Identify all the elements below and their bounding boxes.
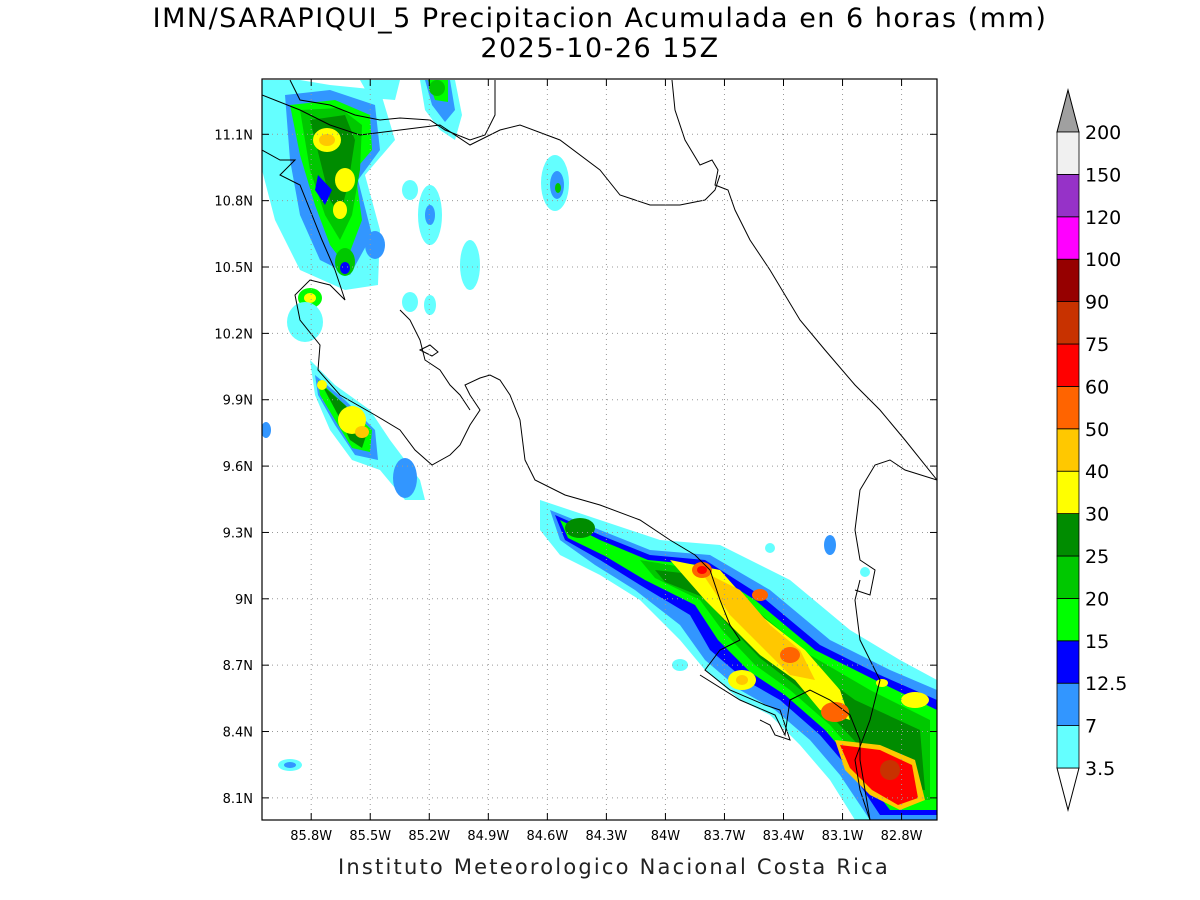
- legend-swatch: [1056, 173, 1080, 218]
- legend-swatch: [1056, 343, 1080, 387]
- latitude-axis: 11.1N 10.8N 10.5N 10.2N 9.9N 9.6N 9.3N 9N 8.7N 8.…: [214, 128, 937, 807]
- lat-tick-label: 9N: [235, 593, 253, 608]
- chart-title: IMN/SARAPIQUI_5 Precipitacion Acumulada …: [152, 3, 1048, 34]
- legend-label: 12.5: [1085, 673, 1127, 695]
- lon-tick-label: 83.1W: [822, 829, 864, 844]
- lat-tick-label: 9.3N: [223, 526, 253, 541]
- legend-arrow-high: [1056, 88, 1080, 133]
- chart-subtitle-date: 2025-10-26 15Z: [480, 33, 720, 64]
- legend-label: 150: [1085, 164, 1121, 186]
- lon-tick-label: 85.5W: [349, 829, 391, 844]
- coastline-caribbean: [671, 79, 937, 481]
- precip-band-nicoya: [262, 360, 425, 771]
- lon-tick-label: 82.8W: [881, 829, 923, 844]
- coastline-osa: [699, 674, 871, 820]
- legend-label: 75: [1085, 334, 1109, 356]
- lat-tick-label: 8.1N: [223, 792, 253, 807]
- coastline-pacific-north: [262, 149, 791, 741]
- legend-swatch: [1056, 470, 1080, 515]
- legend-label: 15: [1085, 631, 1109, 653]
- lon-tick-label: 85.2W: [408, 829, 450, 844]
- lon-tick-label: 84.6W: [526, 829, 568, 844]
- lon-tick-label: 84.3W: [585, 829, 627, 844]
- institution-credit: Instituto Meteorologico Nacional Costa R…: [338, 855, 890, 879]
- legend-label: 3.5: [1085, 758, 1115, 780]
- lat-tick-label: 8.4N: [223, 726, 253, 741]
- lat-tick-label: 10.8N: [214, 195, 253, 210]
- legend-swatch: [1056, 131, 1080, 175]
- legend-swatch: [1056, 725, 1080, 769]
- legend-swatch: [1056, 428, 1080, 472]
- legend-swatch: [1056, 682, 1080, 727]
- legend-label: 50: [1085, 419, 1109, 441]
- legend-swatch: [1056, 258, 1080, 303]
- longitude-axis: 85.8W 85.5W 85.2W 84.9W 84.6W 84.3W 84W 83.7W 83…: [290, 79, 923, 844]
- legend-label: 30: [1085, 504, 1109, 526]
- border-costa-rica-panama: [854, 579, 881, 820]
- legend-label: 25: [1085, 546, 1109, 568]
- lat-tick-label: 9.6N: [223, 460, 253, 475]
- legend-swatch: [1056, 640, 1080, 684]
- precip-band-lake: [287, 80, 569, 342]
- lon-tick-label: 85.8W: [290, 829, 332, 844]
- lat-tick-label: 10.5N: [214, 261, 253, 276]
- legend-label: 100: [1085, 249, 1121, 271]
- plot-frame: [261, 78, 938, 821]
- legend-label: 60: [1085, 376, 1109, 398]
- legend-label: 40: [1085, 461, 1109, 483]
- lon-tick-label: 84W: [651, 829, 681, 844]
- lat-tick-label: 9.9N: [223, 394, 253, 409]
- precipitation-field: [262, 80, 937, 820]
- lon-tick-label: 83.7W: [704, 829, 746, 844]
- lon-tick-label: 83.4W: [763, 829, 805, 844]
- precipitation-legend: 3.5 7 12.5 15 20 25 30 40 50 60 75 90 100 120 150 200: [1056, 88, 1127, 812]
- legend-arrow-low: [1056, 767, 1080, 812]
- legend-swatch: [1056, 513, 1080, 557]
- legend-swatch: [1056, 301, 1080, 345]
- graticule: [262, 79, 937, 820]
- island-chira: [418, 344, 439, 357]
- coastline-panama-north: [854, 459, 937, 596]
- lat-tick-label: 11.1N: [214, 128, 253, 143]
- lat-tick-label: 8.7N: [223, 659, 253, 674]
- coastline-nicaragua-lake: [289, 79, 496, 141]
- precip-band-northwest: [262, 80, 395, 308]
- legend-label: 90: [1085, 292, 1109, 314]
- precip-band-south-pacific: [540, 500, 937, 820]
- legend-swatch: [1056, 385, 1080, 430]
- legend-swatch: [1056, 555, 1080, 599]
- coastlines: [262, 79, 937, 820]
- lon-tick-label: 84.9W: [467, 829, 509, 844]
- coastline-nicaragua: [262, 94, 721, 206]
- legend-label: 7: [1085, 716, 1097, 738]
- legend-label: 200: [1085, 122, 1121, 144]
- legend-label: 120: [1085, 207, 1121, 229]
- legend-swatch: [1056, 216, 1080, 260]
- legend-label: 20: [1085, 588, 1109, 610]
- lat-tick-label: 10.2N: [214, 327, 253, 342]
- legend-swatch: [1056, 598, 1080, 642]
- coastline-nicoya-gulf: [399, 309, 471, 411]
